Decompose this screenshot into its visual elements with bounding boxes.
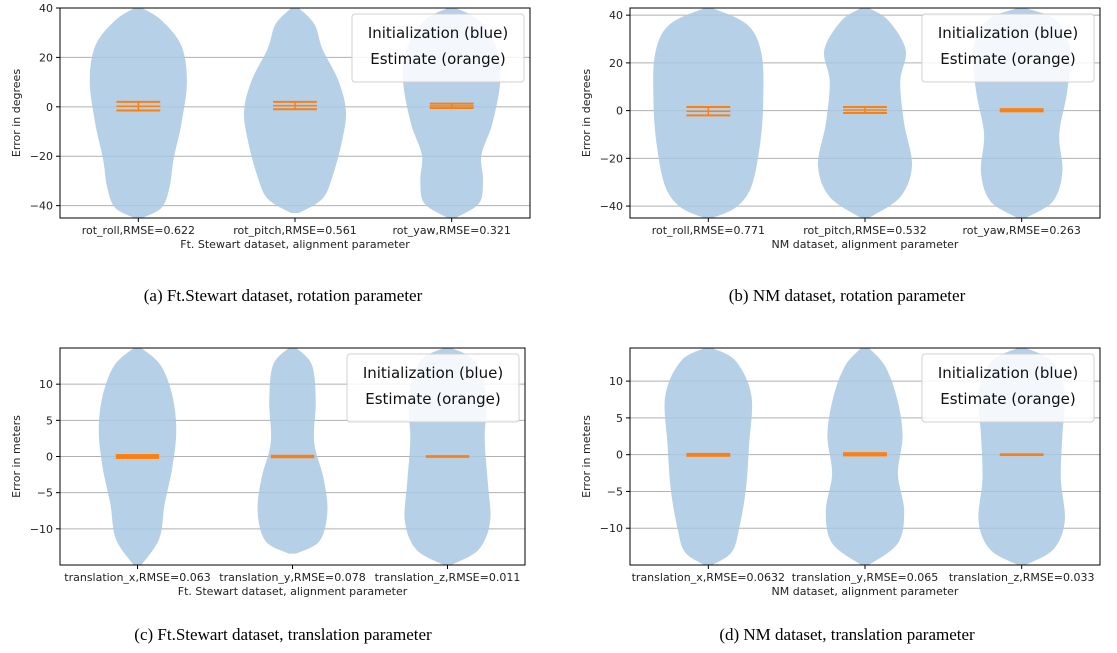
ytick-label-2-1: −5 bbox=[37, 487, 53, 500]
category-label-0-0: rot_roll,RMSE=0.622 bbox=[82, 224, 195, 237]
estimate-marker-1-1 bbox=[843, 107, 887, 113]
ytick-label-0-1: −20 bbox=[30, 150, 53, 163]
subfigure-caption-2: (c) Ft.Stewart dataset, translation para… bbox=[134, 625, 432, 644]
category-label-3-0: translation_x,RMSE=0.0632 bbox=[632, 571, 785, 584]
ytick-label-3-0: −10 bbox=[600, 522, 623, 535]
estimate-marker-2-1 bbox=[271, 455, 314, 458]
legend-entry-1-0: Initialization (blue) bbox=[938, 24, 1078, 42]
ytick-label-0-2: 0 bbox=[46, 101, 53, 114]
legend-entry-0-0: Initialization (blue) bbox=[368, 24, 508, 42]
legend-entry-2-0: Initialization (blue) bbox=[363, 364, 503, 382]
category-label-0-2: rot_yaw,RMSE=0.321 bbox=[392, 224, 510, 237]
ytick-label-2-4: 10 bbox=[39, 378, 53, 391]
yaxis-label-2: Error in meters bbox=[10, 415, 23, 498]
category-label-1-1: rot_pitch,RMSE=0.532 bbox=[803, 224, 926, 237]
violin-initialization-0-0 bbox=[90, 8, 187, 218]
estimate-marker-1-2 bbox=[1000, 108, 1044, 112]
yaxis-label-1: Error in degrees bbox=[580, 69, 593, 157]
ytick-label-0-3: 20 bbox=[39, 51, 53, 64]
category-label-0-1: rot_pitch,RMSE=0.561 bbox=[233, 224, 356, 237]
violin-initialization-0-1 bbox=[244, 8, 346, 213]
yaxis-label-0: Error in degrees bbox=[10, 69, 23, 157]
subfigure-caption-1: (b) NM dataset, rotation parameter bbox=[729, 286, 966, 305]
category-label-1-2: rot_yaw,RMSE=0.263 bbox=[962, 224, 1080, 237]
ytick-label-2-0: −10 bbox=[30, 523, 53, 536]
legend-entry-2-1: Estimate (orange) bbox=[365, 390, 501, 408]
legend-2: Initialization (blue) Estimate (orange) bbox=[347, 354, 519, 422]
legend-entry-1-1: Estimate (orange) bbox=[940, 50, 1076, 68]
ytick-label-2-3: 5 bbox=[46, 414, 53, 427]
ytick-label-1-4: 40 bbox=[609, 9, 623, 22]
ytick-label-3-3: 5 bbox=[616, 412, 623, 425]
ytick-label-0-0: −40 bbox=[30, 200, 53, 213]
category-label-3-2: translation_z,RMSE=0.033 bbox=[949, 571, 1095, 584]
xaxis-label-2: Ft. Stewart dataset, alignment parameter bbox=[178, 585, 408, 598]
legend-entry-3-1: Estimate (orange) bbox=[940, 390, 1076, 408]
xaxis-label-3: NM dataset, alignment parameter bbox=[772, 585, 959, 598]
violin-initialization-3-1 bbox=[826, 348, 904, 565]
estimate-marker-0-2 bbox=[430, 104, 474, 108]
violin-initialization-2-1 bbox=[258, 348, 328, 554]
ytick-label-1-0: −40 bbox=[600, 200, 623, 213]
subfigure-caption-0: (a) Ft.Stewart dataset, rotation paramet… bbox=[144, 286, 423, 305]
ytick-label-3-2: 0 bbox=[616, 449, 623, 462]
category-label-2-1: translation_y,RMSE=0.078 bbox=[219, 571, 365, 584]
xaxis-label-0: Ft. Stewart dataset, alignment parameter bbox=[180, 238, 410, 251]
legend-entry-3-0: Initialization (blue) bbox=[938, 364, 1078, 382]
estimate-marker-3-0 bbox=[686, 453, 730, 457]
subfigure-caption-3: (d) NM dataset, translation parameter bbox=[719, 625, 975, 644]
category-label-2-0: translation_x,RMSE=0.063 bbox=[64, 571, 210, 584]
subplot-0: −40 −20 0 20 40 rot_roll,RMSE=0.622 rot_pitch,… bbox=[10, 2, 530, 305]
yaxis-label-3: Error in meters bbox=[580, 415, 593, 498]
xaxis-label-1: NM dataset, alignment parameter bbox=[772, 238, 959, 251]
legend-3: Initialization (blue) Estimate (orange) bbox=[922, 354, 1094, 422]
estimate-marker-2-2 bbox=[426, 455, 469, 458]
subplot-1: −40 −20 0 20 40 rot_roll,RMSE=0.771 rot_pitch,… bbox=[580, 8, 1100, 305]
legend-1: Initialization (blue) Estimate (orange) bbox=[922, 14, 1094, 82]
ytick-label-1-1: −20 bbox=[600, 152, 623, 165]
legend-0: Initialization (blue) Estimate (orange) bbox=[352, 14, 524, 82]
estimate-marker-2-0 bbox=[116, 454, 159, 459]
legend-entry-0-1: Estimate (orange) bbox=[370, 50, 506, 68]
category-label-1-0: rot_roll,RMSE=0.771 bbox=[652, 224, 765, 237]
estimate-marker-3-1 bbox=[843, 452, 887, 456]
category-label-3-1: translation_y,RMSE=0.065 bbox=[792, 571, 938, 584]
subplot-2: −10 −5 0 5 10 translation_x,RMSE=0.063 transla… bbox=[10, 348, 525, 644]
ytick-label-1-2: 0 bbox=[616, 105, 623, 118]
ytick-label-2-2: 0 bbox=[46, 451, 53, 464]
ytick-label-0-4: 40 bbox=[39, 2, 53, 15]
ytick-label-3-4: 10 bbox=[609, 375, 623, 388]
ytick-label-1-3: 20 bbox=[609, 57, 623, 70]
subplot-3: −10 −5 0 5 10 translation_x,RMSE=0.0632 transl… bbox=[580, 348, 1100, 644]
ytick-label-3-1: −5 bbox=[607, 485, 623, 498]
estimate-marker-3-2 bbox=[1000, 453, 1044, 456]
category-label-2-2: translation_z,RMSE=0.011 bbox=[375, 571, 521, 584]
